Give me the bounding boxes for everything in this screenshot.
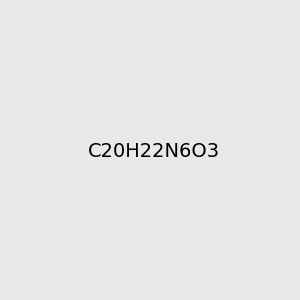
Text: C20H22N6O3: C20H22N6O3 bbox=[88, 142, 220, 161]
